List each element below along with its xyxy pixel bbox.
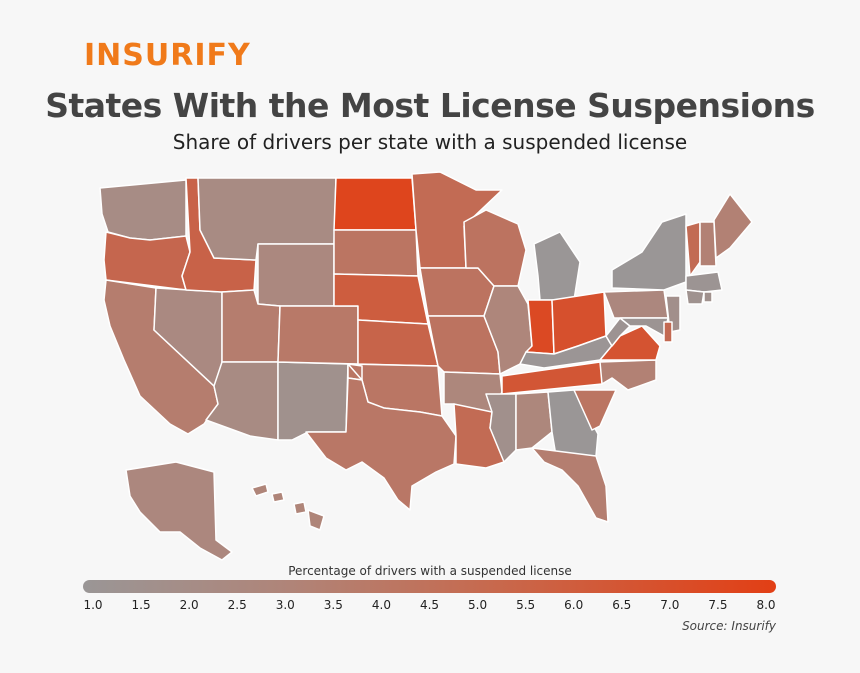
legend-tick: 8.0 bbox=[756, 598, 776, 612]
state-al bbox=[515, 391, 553, 451]
state-nh bbox=[699, 221, 717, 267]
state-ks bbox=[357, 319, 439, 367]
state-nd bbox=[333, 177, 417, 231]
legend-tick: 7.0 bbox=[660, 598, 680, 612]
state-wy bbox=[257, 243, 335, 307]
state-hi-part-2 bbox=[293, 501, 307, 515]
legend-tick: 2.0 bbox=[179, 598, 199, 612]
legend-tick: 4.5 bbox=[419, 598, 440, 612]
legend-tick: 6.5 bbox=[612, 598, 632, 612]
state-co bbox=[277, 305, 359, 365]
legend-tick: 3.0 bbox=[275, 598, 295, 612]
state-de bbox=[663, 321, 673, 343]
state-ma bbox=[685, 271, 723, 293]
legend-tick: 1.0 bbox=[83, 598, 103, 612]
state-pa bbox=[603, 289, 669, 319]
state-nm bbox=[277, 361, 349, 441]
state-ct bbox=[685, 289, 705, 305]
page-title: States With the Most License Suspensions bbox=[45, 86, 815, 125]
state-ri bbox=[703, 291, 713, 303]
state-mi bbox=[533, 231, 581, 301]
state-vt bbox=[685, 221, 701, 277]
state-sc bbox=[573, 389, 617, 431]
legend-tick: 1.5 bbox=[131, 598, 151, 612]
legend-tick: 6.0 bbox=[564, 598, 584, 612]
state-ia bbox=[419, 267, 495, 317]
legend-color-bar bbox=[83, 580, 776, 593]
state-nc bbox=[599, 359, 657, 391]
legend-tick: 2.5 bbox=[227, 598, 247, 612]
insurify-logo: INSURIFY bbox=[84, 38, 251, 73]
state-tx bbox=[305, 363, 457, 511]
legend-title: Percentage of drivers with a suspended l… bbox=[288, 564, 572, 578]
state-wv bbox=[605, 317, 631, 347]
state-hi-part-1 bbox=[271, 491, 285, 503]
legend-tick: 7.5 bbox=[708, 598, 728, 612]
state-ak bbox=[125, 461, 233, 561]
legend-tick: 3.5 bbox=[323, 598, 343, 612]
state-wa bbox=[99, 179, 187, 241]
state-me bbox=[713, 193, 753, 259]
legend-tick: 5.0 bbox=[468, 598, 488, 612]
state-md bbox=[619, 317, 669, 337]
state-sd bbox=[333, 229, 419, 277]
state-hi bbox=[251, 483, 269, 497]
page-subtitle: Share of drivers per state with a suspen… bbox=[172, 130, 688, 154]
legend-tick: 5.5 bbox=[516, 598, 536, 612]
state-ny bbox=[611, 213, 687, 291]
state-hi-part-3 bbox=[307, 509, 325, 531]
source-note: Source: Insurify bbox=[682, 619, 776, 633]
legend-tick: 4.0 bbox=[371, 598, 391, 612]
state-fl bbox=[531, 447, 609, 523]
